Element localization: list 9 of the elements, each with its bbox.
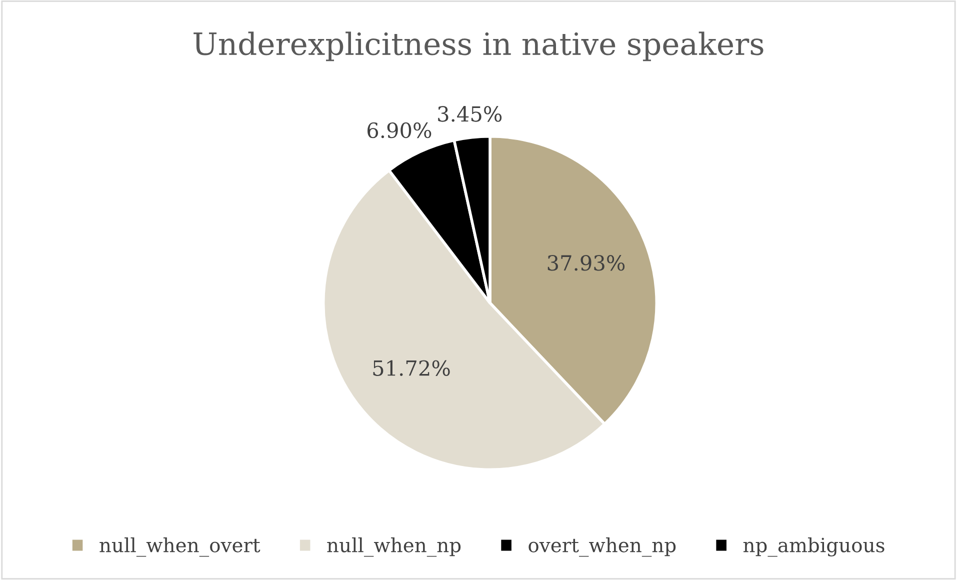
chart-title: Underexplicitness in native speakers (194, 32, 764, 62)
legend-label: overt_when_np (528, 537, 676, 557)
data-label: 37.93% (548, 255, 625, 271)
legend-label: np_ambiguous (743, 537, 884, 557)
legend-label: null_when_np (327, 537, 461, 557)
legend-label: null_when_overt (100, 537, 260, 557)
data-label: 51.72% (373, 360, 450, 376)
data-label: 3.45% (438, 106, 502, 122)
data-label: 6.90% (368, 122, 432, 138)
